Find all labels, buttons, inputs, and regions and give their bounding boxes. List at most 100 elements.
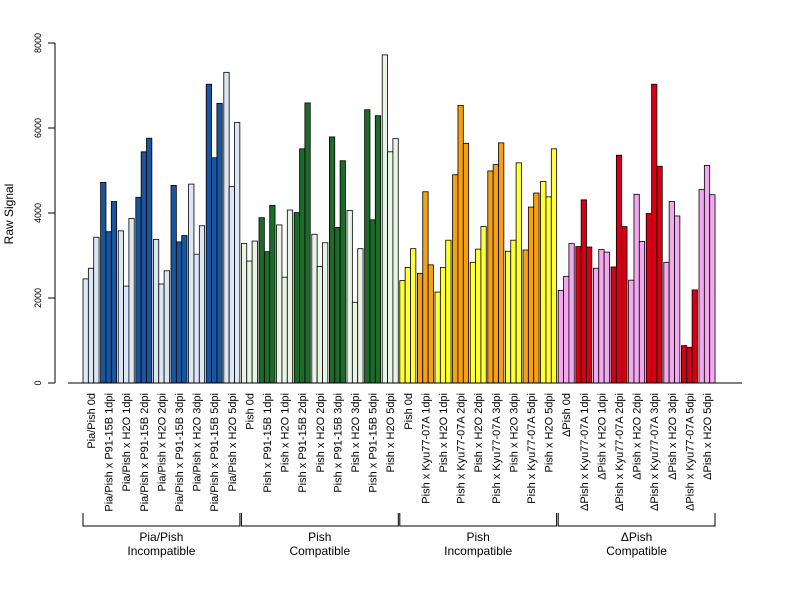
bar: [170, 184, 177, 384]
bar: [610, 266, 617, 384]
x-tick-label: Pia/Pish x H2O 5dpi: [227, 393, 239, 491]
x-tick-label: Pish x H2O 1dpi: [280, 393, 292, 472]
bar: [140, 151, 147, 384]
bar: [563, 275, 570, 384]
bar: [281, 276, 288, 384]
x-tick-label: Pia/Pish 0d: [86, 393, 98, 449]
bar: [510, 239, 517, 384]
bar: [550, 148, 558, 384]
bar: [427, 264, 434, 384]
x-tick-label: Pia/Pish x H2O 2dpi: [156, 393, 168, 491]
y-tick-label: 8000: [33, 33, 43, 53]
x-tick-label: Pish x H2O 2dpi: [315, 393, 327, 472]
bar: [593, 267, 600, 384]
x-tick-label: Pish x P91-15B 3dpi: [332, 393, 344, 493]
bar: [545, 196, 552, 384]
bar: [399, 280, 406, 384]
bar: [146, 137, 153, 384]
bar: [434, 291, 441, 384]
x-tick-label: Pish x P91-15B 2dpi: [297, 393, 309, 493]
bar: [527, 206, 535, 384]
bar: [656, 165, 663, 384]
x-tick-label: ΔPish x Kyu77-07A 1dpi: [579, 393, 591, 511]
x-tick-label: Pish 0d: [244, 393, 256, 430]
bar: [286, 209, 294, 384]
bar: [492, 164, 499, 384]
bar: [515, 162, 522, 384]
bar: [346, 210, 353, 384]
bar: [369, 219, 376, 384]
x-tick-label: Pish x Kyu77-07A 1dpi: [420, 393, 432, 504]
x-tick-label: Pish x Kyu77-07A 3dpi: [491, 393, 503, 504]
bar: [615, 154, 623, 384]
bar: [269, 204, 276, 384]
bar: [110, 201, 118, 384]
x-tick-label: Pish x H2O 3dpi: [350, 393, 362, 472]
bar: [445, 239, 452, 384]
x-tick-label: Pish x Kyu77-07A 2dpi: [456, 393, 468, 504]
y-axis: 0 2000 4000 6000 8000: [33, 33, 56, 386]
bar: [299, 148, 306, 384]
bar: [82, 278, 89, 384]
bar: [240, 243, 248, 384]
y-tick-label: 6000: [33, 118, 43, 138]
bar: [339, 160, 346, 384]
group-brackets: Pia/PishIncompatiblePishCompatiblePishIn…: [82, 513, 716, 558]
bar: [387, 151, 394, 384]
bar: [374, 115, 382, 384]
bar: [198, 225, 206, 384]
group-bracket: [557, 513, 716, 527]
bar: [452, 174, 459, 384]
y-axis-label: Raw Signal: [2, 184, 16, 245]
x-tick-label: Pish x P91-15B 1dpi: [262, 393, 274, 493]
bar: [181, 235, 188, 384]
bar: [462, 142, 470, 384]
bar: [628, 279, 635, 384]
group-bracket: [399, 513, 558, 527]
x-tick-label: Pish x P91-15B 5dpi: [368, 393, 380, 493]
bar: [439, 266, 447, 384]
bar: [263, 251, 271, 384]
bar: [163, 270, 170, 384]
bar: [457, 105, 464, 384]
bar: [351, 301, 359, 384]
bar: [586, 246, 593, 384]
bar: [686, 346, 693, 384]
bar: [598, 249, 605, 384]
bar: [422, 191, 429, 384]
bar: [674, 215, 681, 384]
x-tick-label: Pish x H2O 2dpi: [473, 393, 485, 472]
x-tick-label: ΔPish x H2O 1dpi: [596, 393, 608, 480]
group-label-line2: Incompatible: [444, 544, 512, 558]
group-label-line2: Incompatible: [127, 544, 195, 558]
bar: [469, 261, 476, 384]
bar: [211, 157, 218, 384]
x-tick-label: ΔPish x H2O 3dpi: [667, 393, 679, 480]
bar: [498, 142, 505, 384]
x-tick-label: Pish x H2O 5dpi: [385, 393, 397, 472]
bar: [135, 196, 142, 384]
bar: [100, 181, 107, 384]
bar: [645, 213, 652, 384]
bar: [504, 250, 512, 384]
bar: [703, 164, 711, 384]
bar: [123, 285, 130, 384]
x-tick-label: Pia/Pish x P91-15B 1dpi: [104, 393, 116, 512]
bar: [128, 218, 135, 384]
group-label-line2: Compatible: [606, 544, 667, 558]
bar: [205, 83, 212, 384]
bar: [404, 266, 411, 384]
x-tick-label: ΔPish x H2O 2dpi: [632, 393, 644, 480]
x-tick-labels: Pia/Pish 0d Pia/Pish x P91-15B 1dpi Pia/Pi…: [86, 393, 714, 512]
bar: [480, 226, 487, 384]
bar: [392, 138, 399, 384]
x-tick-label: Pish x H2O 5dpi: [544, 393, 556, 472]
bar: [93, 236, 100, 384]
bar: [381, 54, 388, 384]
bar: [188, 183, 195, 384]
bar: [487, 170, 494, 384]
bar: [223, 71, 230, 384]
bar: [681, 345, 688, 384]
bar: [698, 189, 705, 384]
